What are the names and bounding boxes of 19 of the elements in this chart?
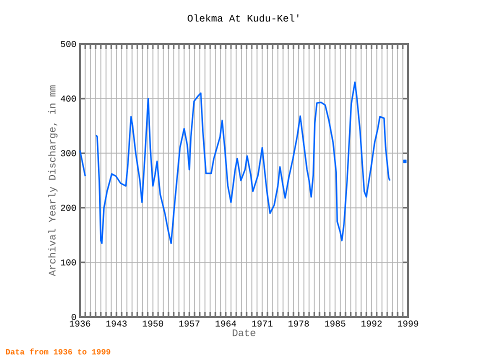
y-axis-title: Archival Yearly Discharge, in mm <box>48 85 58 276</box>
x-tick-label: 1950 <box>142 320 164 327</box>
x-tick-label: 1957 <box>179 320 200 327</box>
y-tick-label: 100 <box>60 259 76 266</box>
x-tick-label: 1943 <box>106 320 127 327</box>
y-tick-label: 400 <box>60 96 76 102</box>
x-tick-label: 1978 <box>288 320 309 327</box>
x-tick-label: 1936 <box>70 320 90 327</box>
x-tick-label: 1992 <box>361 320 382 327</box>
x-tick-label: 1999 <box>398 320 418 327</box>
y-tick-label: 0 <box>72 314 76 320</box>
x-tick-label: 1964 <box>216 320 236 327</box>
x-axis-title: Date <box>232 329 256 336</box>
y-tick-label: 500 <box>60 40 76 48</box>
y-tick-label: 300 <box>60 150 76 156</box>
x-tick-label: 1985 <box>324 320 346 327</box>
y-tick-label: 200 <box>60 204 76 211</box>
chart-title: Olekma At Kudu-Kel' <box>188 14 298 22</box>
x-tick-label: 1971 <box>252 320 273 327</box>
